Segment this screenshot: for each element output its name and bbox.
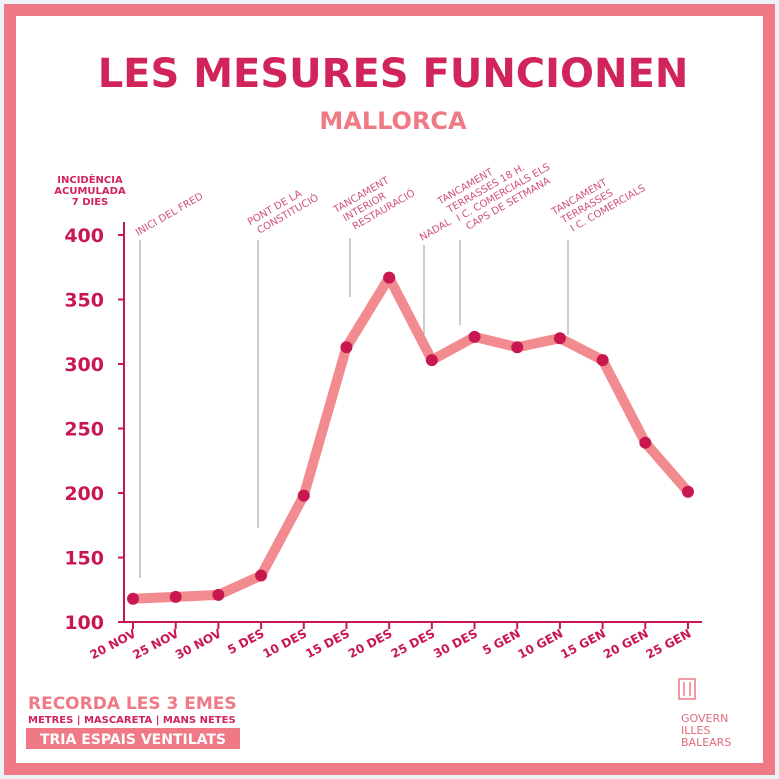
- footer-rules: METRES | MASCARETA | MANS NETES: [28, 715, 236, 726]
- banner-box: [26, 728, 240, 749]
- x-tick-label: 25 DES: [389, 626, 438, 661]
- x-tick-label: 5 GEN: [480, 626, 522, 657]
- y-axis-title: INCIDÈNCIA: [57, 173, 123, 186]
- data-line: [128, 272, 693, 604]
- x-tick-label: 10 DES: [260, 626, 309, 661]
- y-tick-label: 400: [64, 225, 104, 247]
- y-axis-title: 7 DIES: [72, 197, 109, 208]
- x-tick-label: 10 GEN: [516, 626, 566, 661]
- data-point: [425, 354, 438, 367]
- data-point: [553, 332, 566, 345]
- data-point: [682, 485, 694, 498]
- data-point: [468, 330, 481, 343]
- annotation: NADAL: [418, 217, 454, 244]
- y-tick-label: 350: [64, 290, 104, 312]
- logo-text: ILLES: [681, 724, 710, 737]
- data-point: [255, 569, 268, 582]
- annotation-text: NADAL: [418, 217, 454, 244]
- y-axis-title: ACUMULADA: [54, 186, 126, 197]
- chart-title: LES MESURES FUNCIONEN: [98, 51, 689, 97]
- data-point: [127, 592, 139, 605]
- x-tick-label: 30 DES: [431, 626, 480, 661]
- x-tick-label: 5 DES: [225, 626, 266, 657]
- data-point: [383, 271, 396, 284]
- chart-subtitle: MALLORCA: [319, 107, 467, 135]
- y-tick-label: 150: [64, 548, 104, 570]
- y-tick-label: 300: [64, 354, 104, 376]
- data-point: [596, 354, 609, 367]
- x-tick-label: 30 NOV: [173, 626, 224, 662]
- data-point: [511, 341, 524, 354]
- footer-headline: RECORDA LES 3 EMES: [28, 694, 237, 714]
- x-tick-label: 25 NOV: [130, 626, 181, 662]
- x-tick-label: 20 DES: [346, 626, 395, 661]
- x-tick-label: 15 DES: [303, 626, 352, 661]
- annotation: INICI DEL FRED: [134, 191, 206, 239]
- x-tick-label: 25 GEN: [644, 626, 694, 661]
- x-tick-label: 20 GEN: [601, 626, 651, 661]
- y-tick-label: 200: [64, 483, 104, 505]
- footer-banner: TRIA ESPAIS VENTILATS: [40, 732, 226, 748]
- annotation-text: INICI DEL FRED: [134, 191, 206, 239]
- x-tick-label: 15 GEN: [558, 626, 608, 661]
- frame: [4, 4, 775, 775]
- data-point: [212, 588, 225, 601]
- logo-text: GOVERN: [681, 712, 728, 725]
- data-point: [340, 341, 353, 354]
- y-tick-label: 100: [64, 612, 104, 634]
- logo-text: BALEARS: [681, 736, 731, 749]
- data-point: [639, 436, 652, 449]
- y-tick-label: 250: [64, 419, 104, 441]
- data-point: [169, 590, 182, 603]
- data-point: [297, 489, 310, 502]
- logo-icon: [678, 678, 696, 700]
